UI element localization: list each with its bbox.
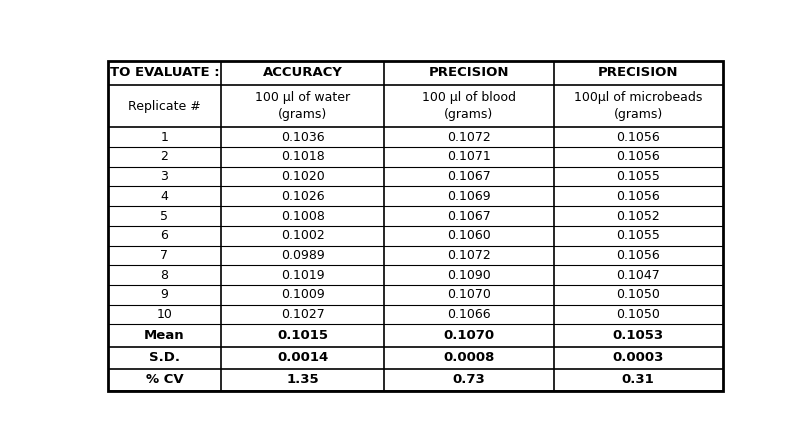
Text: 0.1053: 0.1053 [612,329,663,342]
Text: 0.1056: 0.1056 [616,190,660,203]
Text: 0.1026: 0.1026 [281,190,325,203]
Text: 100 μl of water
(grams): 100 μl of water (grams) [255,91,351,121]
Text: 0.1047: 0.1047 [616,269,660,282]
Text: Replicate #: Replicate # [128,100,201,113]
Text: 0.1027: 0.1027 [281,308,325,321]
Text: 0.1070: 0.1070 [443,329,495,342]
Text: 0.1055: 0.1055 [616,170,660,183]
Text: 0.1072: 0.1072 [447,131,491,144]
Text: 0.1071: 0.1071 [447,151,491,164]
Text: 0.1070: 0.1070 [447,288,491,301]
Text: 0.1008: 0.1008 [281,210,325,223]
Text: 4: 4 [160,190,168,203]
Text: 0.1015: 0.1015 [277,329,328,342]
Text: 0.1002: 0.1002 [281,229,325,242]
Text: 0.0003: 0.0003 [612,351,664,364]
Text: PRECISION: PRECISION [598,66,679,79]
Text: 3: 3 [160,170,168,183]
Text: 1: 1 [160,131,168,144]
Text: 0.31: 0.31 [622,373,654,386]
Text: 0.1018: 0.1018 [281,151,325,164]
Text: 0.1020: 0.1020 [281,170,325,183]
Text: 0.0008: 0.0008 [443,351,495,364]
Text: ACCURACY: ACCURACY [263,66,343,79]
Text: 0.1056: 0.1056 [616,151,660,164]
Text: 9: 9 [160,288,168,301]
Text: 5: 5 [160,210,168,223]
Text: 100 μl of blood
(grams): 100 μl of blood (grams) [422,91,516,121]
Text: 0.73: 0.73 [453,373,485,386]
Text: 0.1066: 0.1066 [447,308,491,321]
Text: 1.35: 1.35 [287,373,319,386]
Text: 0.0014: 0.0014 [277,351,329,364]
Text: 0.1055: 0.1055 [616,229,660,242]
Text: 0.0989: 0.0989 [281,249,325,262]
Text: 6: 6 [160,229,168,242]
Text: 0.1090: 0.1090 [447,269,491,282]
Text: 100μl of microbeads
(grams): 100μl of microbeads (grams) [574,91,702,121]
Text: 2: 2 [160,151,168,164]
Text: 0.1019: 0.1019 [281,269,325,282]
Text: TO EVALUATE :: TO EVALUATE : [109,66,220,79]
Text: 8: 8 [160,269,168,282]
Text: 0.1050: 0.1050 [616,288,660,301]
Text: 0.1069: 0.1069 [447,190,491,203]
Text: 0.1056: 0.1056 [616,249,660,262]
Text: PRECISION: PRECISION [428,66,509,79]
Text: 10: 10 [156,308,173,321]
Text: 0.1072: 0.1072 [447,249,491,262]
Text: 0.1052: 0.1052 [616,210,660,223]
Text: S.D.: S.D. [149,351,180,364]
Text: 0.1056: 0.1056 [616,131,660,144]
Text: 0.1060: 0.1060 [447,229,491,242]
Text: 0.1036: 0.1036 [281,131,325,144]
Text: % CV: % CV [146,373,183,386]
Text: 0.1067: 0.1067 [447,170,491,183]
Text: 0.1067: 0.1067 [447,210,491,223]
Text: 0.1050: 0.1050 [616,308,660,321]
Text: 7: 7 [160,249,168,262]
Text: Mean: Mean [144,329,185,342]
Text: 0.1009: 0.1009 [281,288,325,301]
